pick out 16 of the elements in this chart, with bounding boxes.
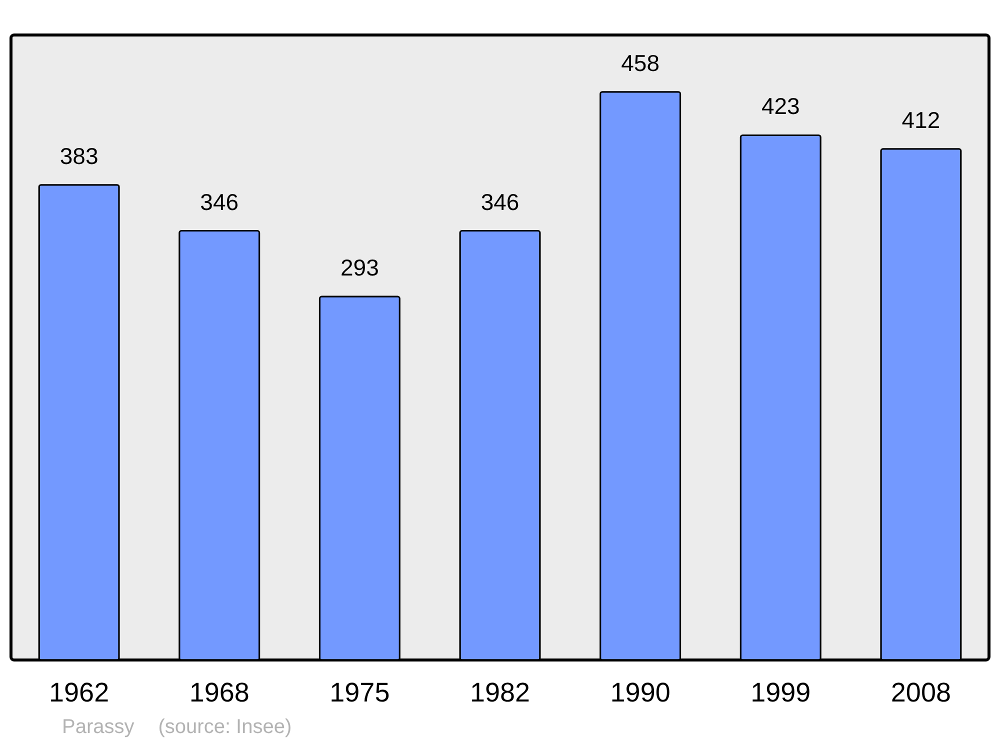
- data-label: 293: [340, 254, 379, 281]
- data-label: 423: [761, 93, 800, 120]
- data-label: 458: [621, 50, 660, 76]
- text: Parassy: [62, 716, 134, 738]
- text: (source: Insee): [158, 716, 292, 738]
- x-tick-label: 1990: [610, 678, 670, 708]
- data-label: 346: [200, 188, 239, 215]
- data-label: 412: [902, 106, 940, 133]
- data-label: 383: [60, 142, 98, 169]
- x-tick-label: 1999: [750, 678, 811, 708]
- x-tick-label: 1962: [49, 678, 110, 708]
- x-tick-label: 1982: [470, 678, 530, 708]
- x-tick-label: 1975: [330, 678, 390, 708]
- x-tick-label: 2008: [890, 678, 951, 708]
- x-tick-label: 1968: [189, 678, 250, 708]
- data-label: 346: [480, 188, 520, 215]
